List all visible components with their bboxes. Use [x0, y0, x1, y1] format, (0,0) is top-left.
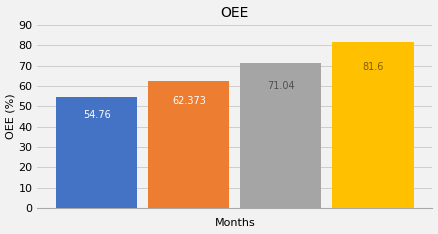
Text: 81.6: 81.6	[362, 62, 384, 72]
Bar	[332, 42, 413, 208]
Text: 62.373: 62.373	[172, 96, 206, 106]
Bar	[148, 81, 230, 208]
Y-axis label: OEE (%): OEE (%)	[6, 94, 16, 139]
X-axis label: Months: Months	[215, 219, 255, 228]
Title: OEE: OEE	[221, 6, 249, 20]
Bar	[56, 97, 138, 208]
Text: 71.04: 71.04	[267, 81, 295, 91]
Text: 54.76: 54.76	[83, 110, 111, 120]
Bar	[240, 63, 321, 208]
